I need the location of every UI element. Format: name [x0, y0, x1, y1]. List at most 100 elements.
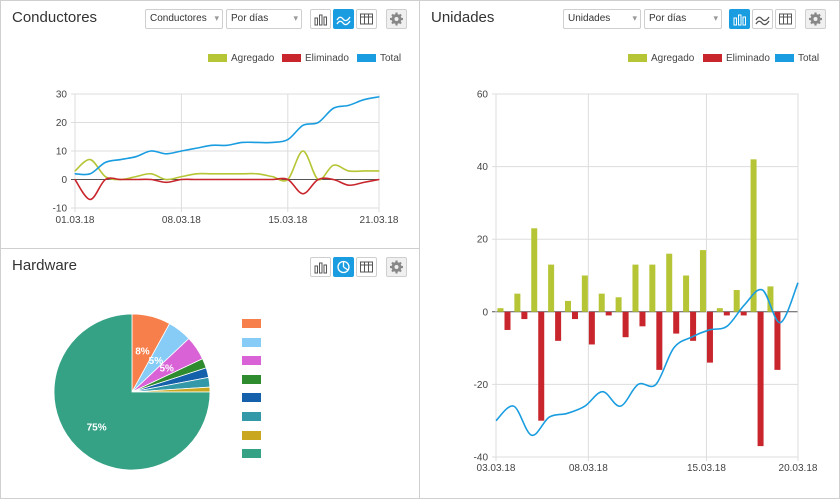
bar-chart-button[interactable] [310, 9, 331, 29]
conductores-title: Conductores [12, 9, 98, 26]
settings-button[interactable] [805, 9, 826, 29]
data-point [180, 150, 182, 152]
bar-eliminado [656, 311, 663, 370]
data-point [104, 178, 106, 181]
legend-swatch[interactable] [242, 412, 261, 421]
unidades-bar-chart: -40 -20 0 20 40 60 03.03.18 08.03.18 15.03.18 20.… [474, 90, 818, 475]
bar-agregado [733, 290, 740, 312]
data-point [89, 173, 91, 175]
bar-agregado [649, 264, 656, 312]
pie-chart-button[interactable] [333, 257, 354, 277]
bar-agregado [531, 228, 538, 312]
table-view-button[interactable] [356, 9, 377, 29]
conductores-entity-select[interactable]: Conductores ▾ [145, 9, 223, 29]
data-point [104, 161, 106, 163]
y-tick-label: 30 [56, 90, 68, 101]
data-point [332, 164, 334, 166]
unidades-entity-select[interactable]: Unidades ▾ [563, 9, 641, 29]
legend-item-agregado[interactable]: Agregado [628, 53, 694, 64]
conductores-entity-select-value: Conductores [150, 13, 207, 24]
data-point [287, 139, 289, 141]
unidades-period-select[interactable]: Por días ▾ [644, 9, 722, 29]
bar-eliminado [673, 311, 680, 334]
data-point [302, 150, 304, 152]
bar-eliminado [706, 311, 713, 363]
y-tick-label: 0 [61, 175, 67, 186]
legend-label: Agregado [231, 53, 275, 64]
bar-eliminado [605, 311, 612, 316]
table-view-button[interactable] [356, 257, 377, 277]
table-icon [360, 261, 373, 273]
pie-label: 8% [135, 346, 150, 357]
chevron-down-icon: ▾ [713, 13, 718, 23]
data-point [226, 144, 228, 146]
settings-button[interactable] [386, 9, 407, 29]
y-tick-label: -40 [474, 453, 489, 464]
legend-item-total[interactable]: Total [775, 53, 819, 64]
data-point [363, 99, 365, 101]
pie-label: 75% [87, 422, 107, 433]
data-point [272, 141, 274, 144]
x-tick-label: 21.03.18 [360, 215, 399, 226]
series-line-agregado [74, 150, 379, 182]
data-point [150, 173, 152, 175]
x-tick-label: 20.03.18 [779, 463, 818, 474]
table-view-button[interactable] [775, 9, 796, 29]
data-point [348, 104, 350, 106]
unidades-period-select-value: Por días [649, 13, 687, 24]
data-point [256, 173, 258, 175]
bar-eliminado [639, 311, 646, 327]
bar-chart-button[interactable] [310, 257, 331, 277]
data-point [135, 178, 137, 181]
legend-item-eliminado[interactable]: Eliminado [703, 53, 770, 64]
bar-eliminado [538, 311, 545, 421]
legend-swatch[interactable] [242, 430, 261, 440]
chevron-down-icon: ▾ [214, 13, 219, 23]
legend-swatch [282, 54, 301, 62]
data-point [272, 178, 274, 181]
legend-swatch[interactable] [242, 356, 261, 366]
data-point [256, 178, 258, 181]
data-point [348, 184, 350, 186]
data-point [363, 181, 365, 183]
data-point [211, 173, 213, 175]
legend-label: Eliminado [726, 53, 770, 64]
conductores-line-chart: -10 0 10 20 30 01.03.18 08.03.18 15.03.18 21.03.… [53, 90, 399, 227]
bar-eliminado [521, 311, 528, 320]
data-point [348, 170, 350, 172]
table-icon [779, 13, 792, 25]
line-chart-button[interactable] [752, 9, 773, 29]
x-tick-label: 08.03.18 [569, 463, 608, 474]
legend-swatch[interactable] [242, 337, 261, 347]
gear-icon [809, 12, 822, 26]
y-tick-label: 60 [477, 90, 489, 101]
conductores-period-select-value: Por días [231, 13, 269, 24]
data-point [74, 178, 76, 181]
bar-chart-button[interactable] [729, 9, 750, 29]
bar-chart-icon [733, 14, 746, 26]
data-point [165, 181, 167, 183]
unidades-panel: Unidades Unidades ▾ Por días ▾ Agregado El… [419, 0, 840, 499]
data-point [302, 124, 304, 126]
settings-button[interactable] [386, 257, 407, 277]
legend-item-total[interactable]: Total [357, 53, 401, 64]
bar-agregado [716, 308, 723, 312]
conductores-period-select[interactable]: Por días ▾ [226, 9, 302, 29]
data-point [317, 178, 319, 181]
legend-swatch[interactable] [242, 449, 261, 459]
line-chart-button[interactable] [333, 9, 354, 29]
legend-swatch[interactable] [242, 393, 261, 403]
data-point [180, 178, 182, 181]
legend-item-agregado[interactable]: Agregado [208, 53, 274, 64]
data-point [150, 150, 152, 152]
legend-item-eliminado[interactable]: Eliminado [282, 53, 349, 64]
bar-agregado [632, 264, 639, 312]
data-point [241, 178, 243, 181]
legend-swatch[interactable] [242, 319, 261, 328]
bar-agregado [767, 286, 774, 312]
bar-agregado [497, 308, 504, 312]
hardware-pie-chart: 8%5%5%75% [53, 313, 211, 471]
legend-swatch[interactable] [242, 374, 261, 384]
data-point [226, 178, 228, 181]
data-point [317, 121, 319, 124]
